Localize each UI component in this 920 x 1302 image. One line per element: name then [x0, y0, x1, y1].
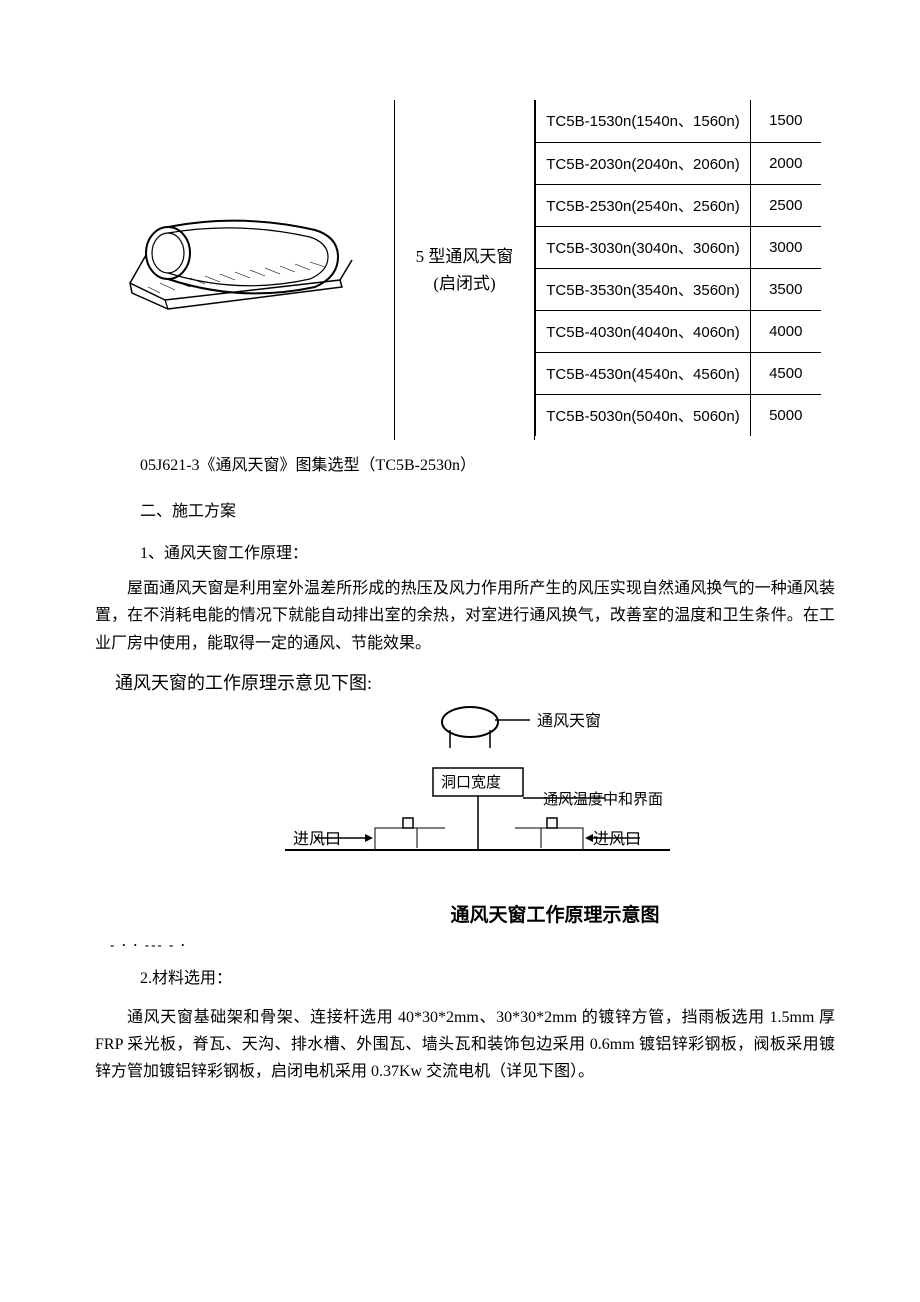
- spec-value-cell: 2000: [751, 142, 821, 184]
- diagram-caption: 通风天窗工作原理示意图: [275, 900, 835, 927]
- spec-code-cell: TC5B-3530n(3540n、3560n): [536, 268, 751, 310]
- spec-code-cell: TC5B-4530n(4540n、4560n): [536, 352, 751, 394]
- section-2-2: 2.材料选用：: [140, 965, 835, 992]
- table-row: TC5B-4030n(4040n、4060n)4000: [536, 310, 821, 352]
- spec-code-cell: TC5B-4030n(4040n、4060n): [536, 310, 751, 352]
- table-row: TC5B-2530n(2540n、2560n)2500: [536, 184, 821, 226]
- label-center: 洞口宽度: [441, 774, 501, 791]
- label-top: 通风天窗: [537, 712, 601, 730]
- table-row: TC5B-2030n(2040n、2060n)2000: [536, 142, 821, 184]
- table-row: TC5B-3530n(3540n、3560n)3500: [536, 268, 821, 310]
- spec-value-cell: 3500: [751, 268, 821, 310]
- spec-table: TC5B-1530n(1540n、1560n)1500TC5B-2030n(20…: [535, 100, 821, 436]
- paragraph-2: 通风天窗基础架和骨架、连接杆选用 40*30*2mm、30*30*2mm 的镀锌…: [95, 1004, 835, 1086]
- window-type-cell: 5 型通风天窗 (启闭式): [395, 100, 535, 440]
- table-caption: 05J621-3《通风天窗》图集选型（TC5B-2530n）: [140, 452, 835, 479]
- label-right: 通风温度中和界面: [543, 791, 663, 808]
- spec-value-cell: 5000: [751, 394, 821, 436]
- spec-value-cell: 4000: [751, 310, 821, 352]
- type-line1: 5 型通风天窗: [416, 243, 514, 270]
- spec-value-cell: 2500: [751, 184, 821, 226]
- diagram-title-inline: 通风天窗的工作原理示意见下图:: [115, 669, 835, 695]
- ellipsis-divider: - · · --- - ·: [110, 937, 920, 953]
- table-row: TC5B-1530n(1540n、1560n)1500: [536, 100, 821, 142]
- label-inlet-right: 进风口: [593, 830, 641, 848]
- window-illustration: [120, 205, 360, 335]
- table-row: TC5B-4530n(4540n、4560n)4500: [536, 352, 821, 394]
- spec-code-cell: TC5B-2530n(2540n、2560n): [536, 184, 751, 226]
- spec-value-cell: 4500: [751, 352, 821, 394]
- spec-value-cell: 1500: [751, 100, 821, 142]
- section-2-1: 1、通风天窗工作原理：: [140, 539, 920, 563]
- type-line2: (启闭式): [433, 270, 495, 297]
- spec-code-cell: TC5B-3030n(3040n、3060n): [536, 226, 751, 268]
- spec-value-cell: 3000: [751, 226, 821, 268]
- paragraph-1: 屋面通风天窗是利用室外温差所形成的热压及风力作用所产生的风压实现自然通风换气的一…: [95, 575, 835, 657]
- window-illustration-cell: [85, 100, 395, 440]
- spec-code-cell: TC5B-1530n(1540n、1560n): [536, 100, 751, 142]
- spec-code-cell: TC5B-5030n(5040n、5060n): [536, 394, 751, 436]
- table-row: TC5B-5030n(5040n、5060n)5000: [536, 394, 821, 436]
- spec-code-cell: TC5B-2030n(2040n、2060n): [536, 142, 751, 184]
- principle-diagram: 通风天窗 洞口宽度 通风温度中和界面 进风口 进风口: [185, 700, 745, 900]
- section-2: 二、施工方案: [140, 497, 920, 521]
- diagram-title-text: 通风天窗的工作原理示意见下图:: [115, 673, 372, 693]
- label-inlet-left: 进风口: [293, 830, 341, 848]
- table-row: TC5B-3030n(3040n、3060n)3000: [536, 226, 821, 268]
